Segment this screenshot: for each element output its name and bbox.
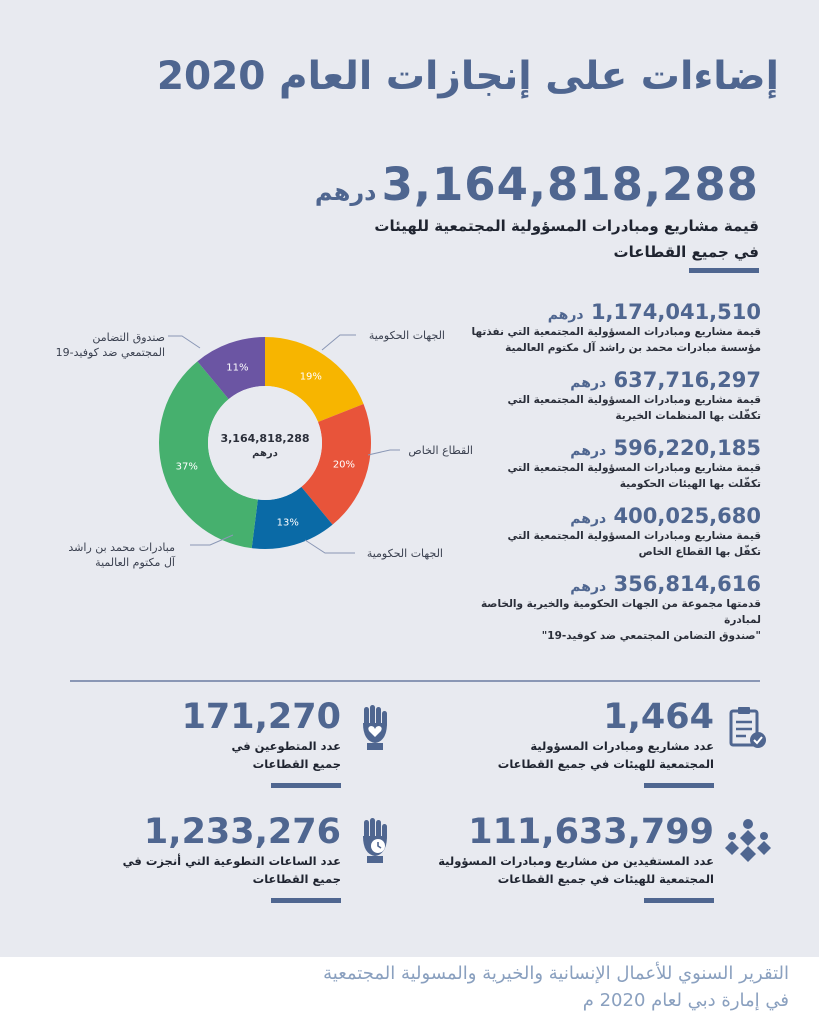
hero-total: 3,164,818,288 درهم قيمة مشاريع ومبادرات …	[159, 158, 759, 273]
hero-description-line1: قيمة مشاريع ومبادرات المسؤولية المجتمعية…	[374, 217, 759, 235]
hero-amount: 3,164,818,288	[381, 158, 759, 211]
kpi-label-line1: عدد المستفيدين من مشاريع ومبادرات المسؤو…	[438, 854, 714, 868]
kpi-volunteer-hours: 1,233,276 عدد الساعات التطوعية التي أنجز…	[21, 812, 341, 903]
stat-currency: درهم	[570, 375, 607, 391]
hero-underline	[689, 268, 759, 273]
kpi-projects: 1,464 عدد مشاريع ومبادرات المسؤولية المج…	[394, 697, 714, 788]
kpi-value: 111,633,799	[468, 812, 714, 852]
stat-value: 400,025,680	[613, 504, 761, 528]
chart-label-line: مبادرات محمد بن راشد	[68, 541, 175, 554]
stat-description-line2: تكفّل بها القطاع الخاص	[638, 546, 761, 558]
stat-currency: درهم	[570, 443, 607, 459]
chart-label-line: صندوق التضامن	[92, 331, 165, 344]
stat-currency: درهم	[570, 511, 607, 527]
stat-currency: درهم	[547, 307, 584, 323]
stat-description-line2: "صندوق التضامن المجتمعي ضد كوفيد-19"	[541, 630, 761, 642]
chart-label-line: المجتمعي ضد كوفيد-19	[55, 346, 165, 359]
chart-center-value: 3,164,818,288	[220, 432, 309, 445]
kpi-label-line2: المجتمعية للهيئات في جميع القطاعات	[497, 757, 714, 771]
kpi-volunteers: 171,270 عدد المتطوعين في جميع القطاعات	[81, 697, 341, 788]
kpi-label-line1: عدد مشاريع ومبادرات المسؤولية	[530, 739, 714, 753]
chart-label-government-2: الجهات الحكومية	[366, 547, 443, 560]
stat-value: 1,174,041,510	[590, 300, 761, 324]
kpi-label-line2: جميع القطاعات	[252, 872, 341, 886]
donut-slice-label: 13%	[277, 517, 299, 528]
stats-list: 1,174,041,510 درهم قيمة مشاريع ومبادرات …	[461, 300, 762, 656]
chart-label-government: الجهات الحكومية	[368, 329, 445, 342]
donut-hole	[208, 386, 322, 500]
people-group-icon	[722, 818, 774, 868]
stat-description-line2: تكفّلت بها الهيئات الحكومية	[619, 478, 761, 490]
kpi-value: 171,270	[181, 697, 341, 737]
stat-description-line1: قيمة مشاريع ومبادرات المسؤولية المجتمعية…	[507, 462, 761, 474]
kpi-label-line1: عدد المتطوعين في	[231, 739, 341, 753]
stat-description-line2: تكفّلت بها المنظمات الخيرية	[615, 410, 761, 422]
page-title: إضاءات على إنجازات العام 2020	[156, 54, 779, 99]
kpi-beneficiaries: 111,633,799 عدد المستفيدين من مشاريع ومب…	[334, 812, 714, 903]
stat-description-line1: قدمتها مجموعة من الجهات الحكومية والخيري…	[480, 598, 761, 626]
stat-description-line1: قيمة مشاريع ومبادرات المسؤولية المجتمعية…	[507, 394, 761, 406]
stat-value: 596,220,185	[613, 436, 761, 460]
hero-description-line2: في جميع القطاعات	[613, 243, 759, 261]
stat-item: 400,025,680 درهم قيمة مشاريع ومبادرات ال…	[461, 504, 761, 560]
footer-line2: في إمارة دبي لعام 2020 م	[582, 990, 789, 1011]
donut-slice	[301, 403, 371, 525]
donut-slice-label: 20%	[333, 459, 355, 470]
stat-item: 637,716,297 درهم قيمة مشاريع ومبادرات ال…	[461, 368, 761, 424]
hand-heart-icon	[358, 703, 392, 755]
donut-slice-label: 11%	[226, 362, 248, 373]
donut-slice-label: 19%	[300, 372, 322, 383]
kpi-label-line1: عدد الساعات التطوعية التي أنجزت في	[122, 854, 341, 868]
stat-currency: درهم	[570, 579, 607, 595]
kpi-value: 1,464	[603, 697, 714, 737]
chart-label-private: القطاع الخاص	[408, 444, 473, 457]
kpi-underline	[271, 898, 341, 903]
kpi-underline	[644, 898, 714, 903]
stat-item: 356,814,616 درهم قدمتها مجموعة من الجهات…	[461, 572, 761, 644]
kpi-label-line2: المجتمعية للهيئات في جميع القطاعات	[497, 872, 714, 886]
chart-label-covid-fund: صندوق التضامن المجتمعي ضد كوفيد-19	[30, 330, 165, 360]
donut-chart: 19% 20% 13% 37% 11% 3,164,818,288 درهم	[159, 337, 371, 549]
report-footer: التقرير السنوي للأعمال الإنسانية والخيري…	[0, 957, 819, 1024]
donut-slice	[197, 337, 265, 400]
donut-slice-label: 37%	[176, 462, 198, 473]
donut-slice	[251, 486, 333, 549]
hero-currency: درهم	[314, 178, 377, 206]
chart-label-mbrgi: مبادرات محمد بن راشد آل مكتوم العالمية	[40, 540, 175, 570]
kpi-value: 1,233,276	[143, 812, 341, 852]
hand-clock-icon	[358, 816, 392, 868]
stat-item: 596,220,185 درهم قيمة مشاريع ومبادرات ال…	[461, 436, 761, 492]
chart-label-line: آل مكتوم العالمية	[95, 556, 175, 569]
chart-center-unit: درهم	[252, 448, 278, 459]
kpi-underline	[644, 783, 714, 788]
donut-slice	[265, 337, 364, 423]
footer-line1: التقرير السنوي للأعمال الإنسانية والخيري…	[323, 963, 789, 984]
kpi-underline	[271, 783, 341, 788]
stat-value: 356,814,616	[613, 572, 761, 596]
stat-item: 1,174,041,510 درهم قيمة مشاريع ومبادرات …	[461, 300, 762, 356]
section-divider	[70, 680, 760, 682]
clipboard-check-icon	[727, 705, 769, 757]
donut-slice	[159, 361, 258, 549]
kpi-label-line2: جميع القطاعات	[252, 757, 341, 771]
stat-description-line2: مؤسسة مبادرات محمد بن راشد آل مكتوم العا…	[505, 342, 761, 354]
stat-value: 637,716,297	[613, 368, 761, 392]
stat-description-line1: قيمة مشاريع ومبادرات المسؤولية المجتمعية…	[471, 326, 762, 338]
stat-description-line1: قيمة مشاريع ومبادرات المسؤولية المجتمعية…	[507, 530, 761, 542]
